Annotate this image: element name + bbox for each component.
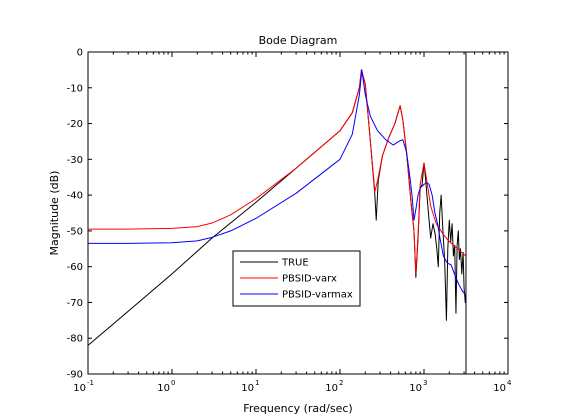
y-tick-label: -40 bbox=[67, 191, 83, 202]
plot-area-frame bbox=[87, 51, 509, 375]
legend-label-pbsid-varx: PBSID-varx bbox=[282, 274, 337, 285]
y-tick-label: -70 bbox=[67, 298, 83, 309]
y-tick-label: -60 bbox=[67, 262, 83, 273]
x-tick-label-exponent: 1 bbox=[255, 379, 259, 387]
x-tick-label-exponent: 0 bbox=[171, 379, 175, 387]
y-tick-label: 0 bbox=[77, 48, 83, 59]
x-tick-label-exponent: 2 bbox=[339, 379, 343, 387]
x-tick-label-base: 10 bbox=[73, 383, 86, 394]
x-tick-label-exponent: 4 bbox=[507, 379, 512, 387]
chart-title: Bode Diagram bbox=[259, 34, 338, 47]
legend-label-pbsid-varmax: PBSID-varmax bbox=[282, 290, 353, 301]
y-tick-label: -90 bbox=[67, 370, 83, 381]
legend-label-true: TRUE bbox=[281, 258, 309, 269]
y-tick-label: -80 bbox=[67, 334, 83, 345]
x-axis-label: Frequency (rad/sec) bbox=[243, 402, 352, 415]
legend: TRUE PBSID-varx PBSID-varmax bbox=[232, 250, 361, 307]
series-line-pbsid-varx bbox=[88, 69, 467, 275]
y-tick-label: -20 bbox=[67, 119, 83, 130]
x-tick-label: 10 1 bbox=[241, 379, 259, 394]
x-tick-label-base: 10 bbox=[241, 383, 254, 394]
x-tick-label-base: 10 bbox=[409, 383, 422, 394]
y-tick-label: -30 bbox=[67, 155, 83, 166]
x-tick-label: 10 0 bbox=[157, 379, 175, 394]
y-axis-label: Magnitude (dB) bbox=[48, 171, 61, 256]
x-tick-label-base: 10 bbox=[157, 383, 170, 394]
x-tick-label-base: 10 bbox=[325, 383, 338, 394]
series-group bbox=[88, 52, 467, 374]
y-tick-label: -50 bbox=[67, 226, 83, 237]
x-tick-label: 10 2 bbox=[325, 379, 343, 394]
x-tick-label-exponent: -1 bbox=[87, 379, 94, 387]
x-tick-label: 10 4 bbox=[493, 379, 512, 394]
x-tick-label-exponent: 3 bbox=[423, 379, 427, 387]
series-line-pbsid-varmax bbox=[88, 69, 467, 296]
x-tick-label-base: 10 bbox=[493, 383, 506, 394]
y-tick-label: -10 bbox=[67, 83, 83, 94]
x-tick-label: 10 -1 bbox=[73, 379, 94, 394]
x-tick-label: 10 3 bbox=[409, 379, 427, 394]
